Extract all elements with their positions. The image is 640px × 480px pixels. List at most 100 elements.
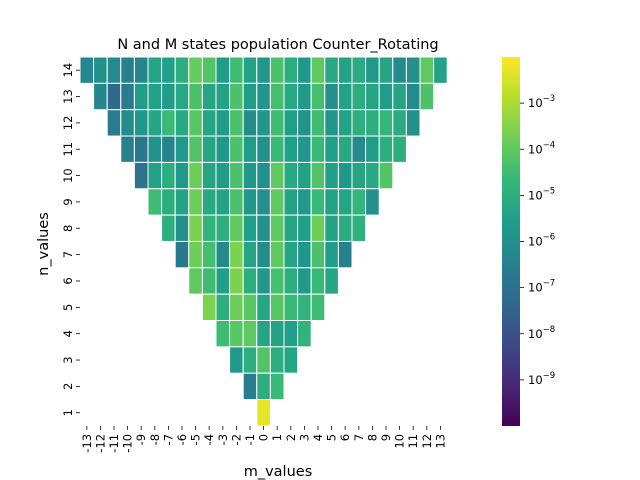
y-tick-label: 6 <box>61 277 75 284</box>
heatmap-cell <box>120 109 135 137</box>
colorbar-tick-label: 10−4 <box>528 140 555 156</box>
heatmap-cell <box>256 214 271 242</box>
heatmap-cell <box>201 188 217 216</box>
heatmap-cell <box>242 82 258 111</box>
colorbar-ticks: 10−9 10−8 10−7 10−6 10−5 10−4 10−3 <box>520 94 555 387</box>
heatmap-cell <box>215 109 231 137</box>
heatmap-cell <box>174 82 190 111</box>
heatmap-cell <box>297 109 312 137</box>
heatmap-cell <box>392 109 407 137</box>
heatmap-cell <box>269 188 285 216</box>
heatmap-cell <box>324 188 339 216</box>
heatmap-cell <box>405 56 421 84</box>
heatmap-cell <box>283 320 299 348</box>
heatmap-cell <box>161 161 176 190</box>
y-tick-label: 14 <box>61 63 75 78</box>
heatmap-cell <box>147 82 163 111</box>
heatmap-cell <box>433 56 448 84</box>
heatmap-cell <box>269 161 285 190</box>
heatmap-cell <box>120 56 135 84</box>
heatmap-cell <box>256 267 271 295</box>
x-tick-label: 10 <box>393 434 407 449</box>
heatmap-cell <box>269 56 285 84</box>
heatmap-cell <box>242 161 258 190</box>
heatmap-cell <box>297 82 312 111</box>
heatmap-cells <box>79 56 448 427</box>
heatmap-cell <box>256 56 271 84</box>
heatmap-cell <box>283 109 299 137</box>
heatmap-cell <box>120 82 135 111</box>
heatmap-cell <box>283 346 299 374</box>
heatmap-cell <box>215 135 231 163</box>
x-tick-label: -13 <box>80 434 94 453</box>
heatmap-cell <box>256 399 271 427</box>
heatmap-cell <box>174 240 190 269</box>
heatmap-cell <box>378 109 394 137</box>
heatmap-cell <box>229 188 244 216</box>
x-tick-label: 3 <box>297 434 311 441</box>
heatmap-cell <box>283 56 299 84</box>
heatmap-cell <box>256 346 271 374</box>
heatmap-cell <box>229 267 244 295</box>
y-tick-label: 12 <box>61 116 75 131</box>
heatmap-cell <box>93 56 108 84</box>
x-tick-label: -12 <box>93 434 107 453</box>
heatmap-cell <box>365 188 380 216</box>
heatmap-cell <box>269 82 285 111</box>
heatmap-cell <box>188 109 203 137</box>
x-tick-label: -2 <box>229 434 243 445</box>
heatmap-cell <box>106 82 122 111</box>
heatmap-cell <box>378 56 394 84</box>
heatmap-cell <box>269 214 285 242</box>
heatmap-cell <box>351 109 367 137</box>
y-tick-label: 3 <box>61 356 75 363</box>
heatmap-cell <box>297 214 312 242</box>
x-tick-label: -4 <box>202 434 216 445</box>
heatmap-cell <box>269 293 285 321</box>
heatmap-cell <box>133 135 149 163</box>
heatmap-cell <box>283 188 299 216</box>
heatmap-cell <box>419 56 435 84</box>
heatmap-cell <box>147 135 163 163</box>
heatmap-cell <box>337 82 353 111</box>
heatmap-cell <box>188 56 203 84</box>
heatmap-cell <box>188 188 203 216</box>
x-tick-label: 4 <box>311 434 325 441</box>
heatmap-cell <box>242 346 258 374</box>
heatmap-cell <box>201 82 217 111</box>
x-tick-label: 9 <box>379 434 393 441</box>
y-tick-label: 8 <box>61 225 75 232</box>
heatmap-cell <box>324 214 339 242</box>
heatmap-cell <box>297 161 312 190</box>
heatmap-cell <box>365 56 380 84</box>
heatmap-cell <box>242 240 258 269</box>
heatmap-cell <box>215 293 231 321</box>
heatmap-cell <box>324 267 339 295</box>
heatmap-cell <box>161 82 176 111</box>
heatmap-cell <box>310 214 326 242</box>
heatmap-cell <box>337 214 353 242</box>
heatmap-cell <box>283 267 299 295</box>
heatmap-cell <box>229 56 244 84</box>
x-tick-label: -6 <box>175 434 189 445</box>
heatmap-cell <box>201 56 217 84</box>
heatmap-cell <box>174 188 190 216</box>
x-tick-label: 12 <box>420 434 434 449</box>
y-tick-label: 4 <box>61 330 75 337</box>
heatmap-cell <box>269 346 285 374</box>
x-tick-label: -10 <box>121 434 135 453</box>
heatmap-cell <box>133 161 149 190</box>
colorbar-tick-label: 10−3 <box>528 94 555 110</box>
heatmap-cell <box>324 82 339 111</box>
colorbar-tick-label: 10−9 <box>528 371 555 387</box>
x-tick-label: 1 <box>270 434 284 441</box>
heatmap-cell <box>215 267 231 295</box>
x-tick-label: 2 <box>284 434 298 441</box>
heatmap-cell <box>93 82 108 111</box>
heatmap-cell <box>310 240 326 269</box>
heatmap-cell <box>256 320 271 348</box>
heatmap-cell <box>174 109 190 137</box>
heatmap-cell <box>201 135 217 163</box>
y-tick-label: 7 <box>61 251 75 258</box>
heatmap-cell <box>351 56 367 84</box>
